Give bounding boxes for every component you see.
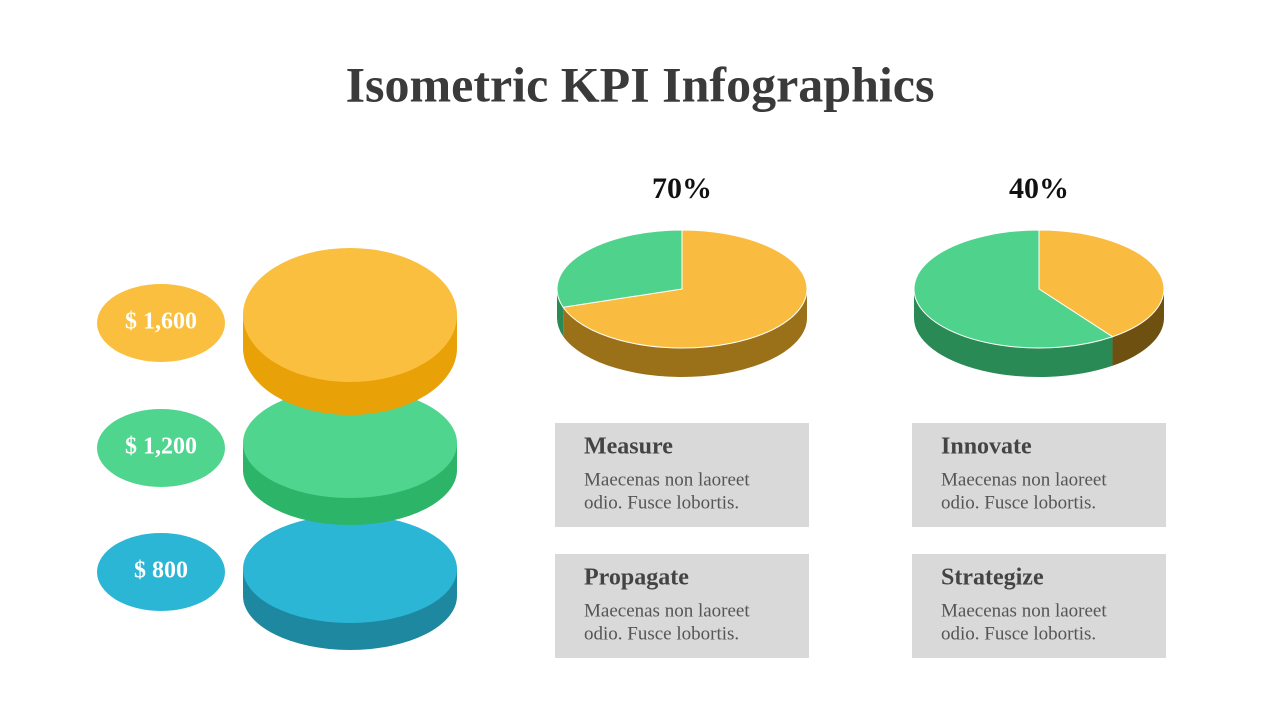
- card: [912, 423, 1166, 527]
- pie-slice: [562, 229, 808, 349]
- card-text: odio. Fusce lobortis.: [941, 492, 1096, 513]
- card-text: odio. Fusce lobortis.: [941, 623, 1096, 644]
- card-title: Innovate: [941, 434, 1032, 460]
- card-text: Maecenas non laoreet: [584, 469, 750, 490]
- pie-label: 70%: [652, 172, 712, 205]
- value-label: $ 800: [134, 558, 188, 584]
- card-title: Measure: [584, 434, 673, 460]
- disc-top: [243, 388, 457, 498]
- pie-label: 40%: [1009, 172, 1069, 205]
- card-text: Maecenas non laoreet: [584, 600, 750, 621]
- value-badge: [97, 409, 225, 487]
- value-label: $ 1,200: [125, 434, 197, 460]
- card: [555, 554, 809, 658]
- value-badge: [97, 533, 225, 611]
- pie-side: [563, 289, 807, 378]
- card-title: Propagate: [584, 565, 689, 591]
- pie-side: [1112, 289, 1164, 366]
- card: [555, 423, 809, 527]
- pie-side: [557, 289, 564, 337]
- card-text: Maecenas non laoreet: [941, 600, 1107, 621]
- slide-title: Isometric KPI Infographics: [346, 56, 935, 112]
- pie-slice: [1038, 229, 1165, 338]
- value-badge: [97, 284, 225, 362]
- value-label: $ 1,600: [125, 309, 197, 335]
- pie-rest: [913, 229, 1114, 349]
- card-title: Strategize: [941, 565, 1044, 591]
- card-text: odio. Fusce lobortis.: [584, 492, 739, 513]
- disc-top: [243, 248, 457, 382]
- card: [912, 554, 1166, 658]
- pie-side: [914, 289, 1113, 378]
- card-text: Maecenas non laoreet: [941, 469, 1107, 490]
- pie-rest: [556, 229, 683, 308]
- disc-top: [243, 515, 457, 623]
- card-text: odio. Fusce lobortis.: [584, 623, 739, 644]
